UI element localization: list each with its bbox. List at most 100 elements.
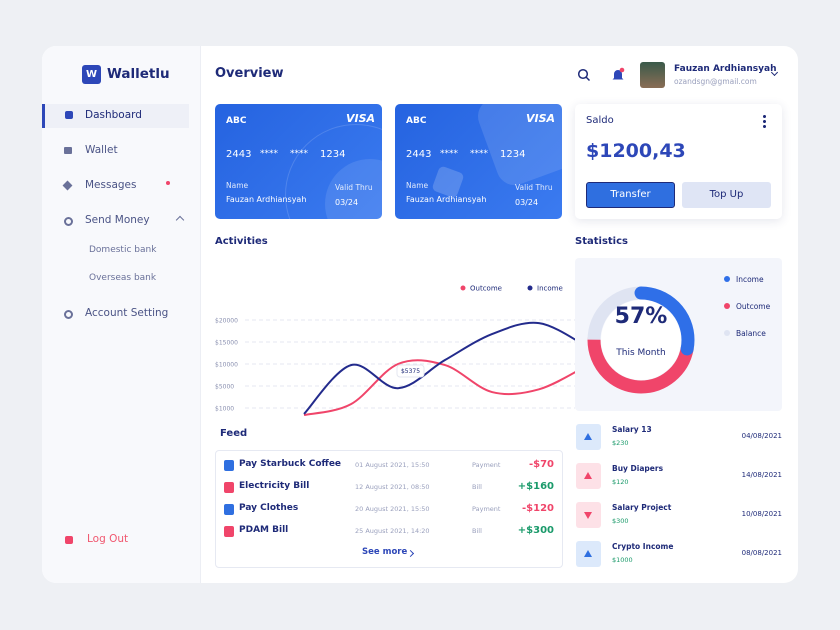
donut-value: 57% bbox=[614, 304, 668, 329]
feed-name[interactable]: Pay Clothes bbox=[239, 503, 299, 513]
card-number: **** bbox=[260, 149, 278, 159]
card-number: 1234 bbox=[320, 149, 346, 160]
tx-arrow bbox=[584, 472, 592, 479]
tx-amount: $300 bbox=[612, 517, 629, 525]
tx-icon bbox=[576, 541, 601, 567]
logo: W bbox=[82, 65, 101, 84]
y-tick-label: $10000 bbox=[215, 362, 238, 369]
chevron[interactable] bbox=[175, 215, 185, 225]
nav-item[interactable]: Wallet bbox=[85, 144, 118, 156]
feed-type: Bill bbox=[472, 483, 482, 491]
card-number: **** bbox=[470, 149, 488, 159]
feed-amount: -$70 bbox=[528, 459, 554, 470]
card-label: Name bbox=[226, 181, 249, 190]
tx-arrow bbox=[584, 512, 592, 519]
tx-date: 08/08/2021 bbox=[741, 549, 782, 557]
avatar[interactable] bbox=[640, 62, 665, 88]
y-tick-label: $1000 bbox=[215, 406, 234, 413]
page-title: Overview bbox=[215, 66, 284, 81]
donut-inner bbox=[601, 300, 681, 380]
card-bank: ABC bbox=[226, 116, 247, 126]
badge bbox=[166, 181, 170, 185]
feed-name[interactable]: PDAM Bill bbox=[239, 525, 289, 535]
tx-name: Salary 13 bbox=[612, 425, 652, 434]
nav-item[interactable]: Send Money bbox=[85, 214, 150, 226]
tx-icon bbox=[576, 424, 601, 450]
tx-amount: $230 bbox=[612, 439, 629, 447]
card-valid: 03/24 bbox=[515, 198, 539, 207]
section-title: Activities bbox=[215, 236, 268, 247]
sub-item[interactable]: Overseas bank bbox=[89, 273, 157, 283]
menu[interactable] bbox=[763, 114, 766, 129]
legend-dot bbox=[724, 276, 730, 282]
line-series bbox=[303, 321, 575, 415]
topup-button[interactable]: Top Up bbox=[682, 182, 771, 208]
icon bbox=[64, 217, 73, 226]
feed-type: Payment bbox=[472, 505, 501, 513]
bank-card[interactable]: ABC VISA 2443 **** **** 1234 Name Fauzan… bbox=[215, 104, 382, 219]
feed-date: 25 August 2021, 14:20 bbox=[355, 527, 430, 535]
feed-name[interactable]: Pay Starbuck Coffee bbox=[239, 459, 342, 469]
icon bbox=[62, 180, 73, 191]
feed-icon bbox=[224, 526, 234, 537]
card-label: Valid Thru bbox=[515, 183, 553, 192]
tooltip-label: $5375 bbox=[401, 368, 420, 375]
tooltip bbox=[396, 364, 425, 378]
logout[interactable]: Log Out bbox=[87, 533, 129, 545]
sub-item[interactable]: Domestic bank bbox=[89, 245, 157, 255]
transfer-button[interactable]: Transfer bbox=[586, 182, 675, 208]
feed-icon bbox=[224, 460, 234, 471]
nav-item[interactable]: Account Setting bbox=[85, 307, 169, 319]
tx-date: 04/08/2021 bbox=[741, 432, 782, 440]
donut-segment bbox=[587, 286, 695, 394]
nav-item[interactable]: Dashboard bbox=[85, 109, 142, 121]
card-holder: Fauzan Ardhiansyah bbox=[406, 195, 487, 204]
legend-label: Outcome bbox=[736, 302, 771, 311]
legend-dot bbox=[460, 285, 466, 291]
feed-amount: -$120 bbox=[522, 503, 554, 514]
decor bbox=[431, 165, 465, 199]
tx-name: Crypto Income bbox=[612, 542, 674, 551]
transaction-list: Salary 13 $230 04/08/2021 Buy Diapers $120 14… bbox=[575, 424, 782, 583]
brand-name: Walletlu bbox=[107, 66, 170, 82]
saldo-amount: $1200,43 bbox=[586, 140, 686, 162]
legend-label: Balance bbox=[736, 329, 766, 338]
tx-arrow bbox=[584, 550, 592, 557]
card-bank: ABC bbox=[406, 116, 427, 126]
legend-label: Outcome bbox=[470, 285, 502, 293]
search-icon[interactable] bbox=[577, 68, 591, 82]
see-more[interactable]: See more bbox=[362, 547, 408, 557]
donut-segment bbox=[587, 286, 695, 394]
sidebar: W Walletlu Dashboard Wallet Messages Sen… bbox=[42, 46, 201, 583]
app: W Walletlu Dashboard Wallet Messages Sen… bbox=[42, 46, 798, 583]
card-number: 2443 bbox=[226, 149, 252, 160]
tx-date: 14/08/2021 bbox=[741, 471, 782, 479]
section-title: Statistics bbox=[575, 236, 628, 247]
card-number: **** bbox=[290, 149, 308, 159]
feed-amount: +$300 bbox=[517, 525, 554, 536]
donut-chart: Income Outcome Balance bbox=[587, 275, 771, 394]
section-title: Feed bbox=[220, 428, 248, 439]
tx-icon bbox=[576, 502, 601, 528]
legend-label: Income bbox=[537, 285, 563, 293]
card-label: Valid Thru bbox=[335, 183, 373, 192]
nav-item[interactable]: Messages bbox=[85, 179, 137, 191]
legend-dot bbox=[724, 330, 730, 336]
card-number: 2443 bbox=[406, 149, 432, 160]
feed-icon bbox=[224, 504, 234, 515]
saldo-label: Saldo bbox=[586, 115, 614, 126]
feed-name[interactable]: Electricity Bill bbox=[239, 481, 310, 491]
line-series bbox=[303, 359, 575, 417]
feed-table: Pay Starbuck Coffee 01 August 2021, 15:50… bbox=[215, 450, 563, 568]
card-number: 1234 bbox=[500, 149, 526, 160]
bank-card[interactable]: ABC VISA 2443 **** **** 1234 Name Fauzan… bbox=[395, 104, 562, 219]
dropdown[interactable] bbox=[770, 68, 779, 77]
icon bbox=[64, 310, 73, 319]
card-label: Name bbox=[406, 181, 429, 190]
feed-date: 20 August 2021, 15:50 bbox=[355, 505, 430, 513]
tx-amount: $1000 bbox=[612, 556, 633, 564]
legend-dot bbox=[724, 303, 730, 309]
bell-icon[interactable] bbox=[611, 67, 625, 82]
icon bbox=[65, 111, 73, 119]
